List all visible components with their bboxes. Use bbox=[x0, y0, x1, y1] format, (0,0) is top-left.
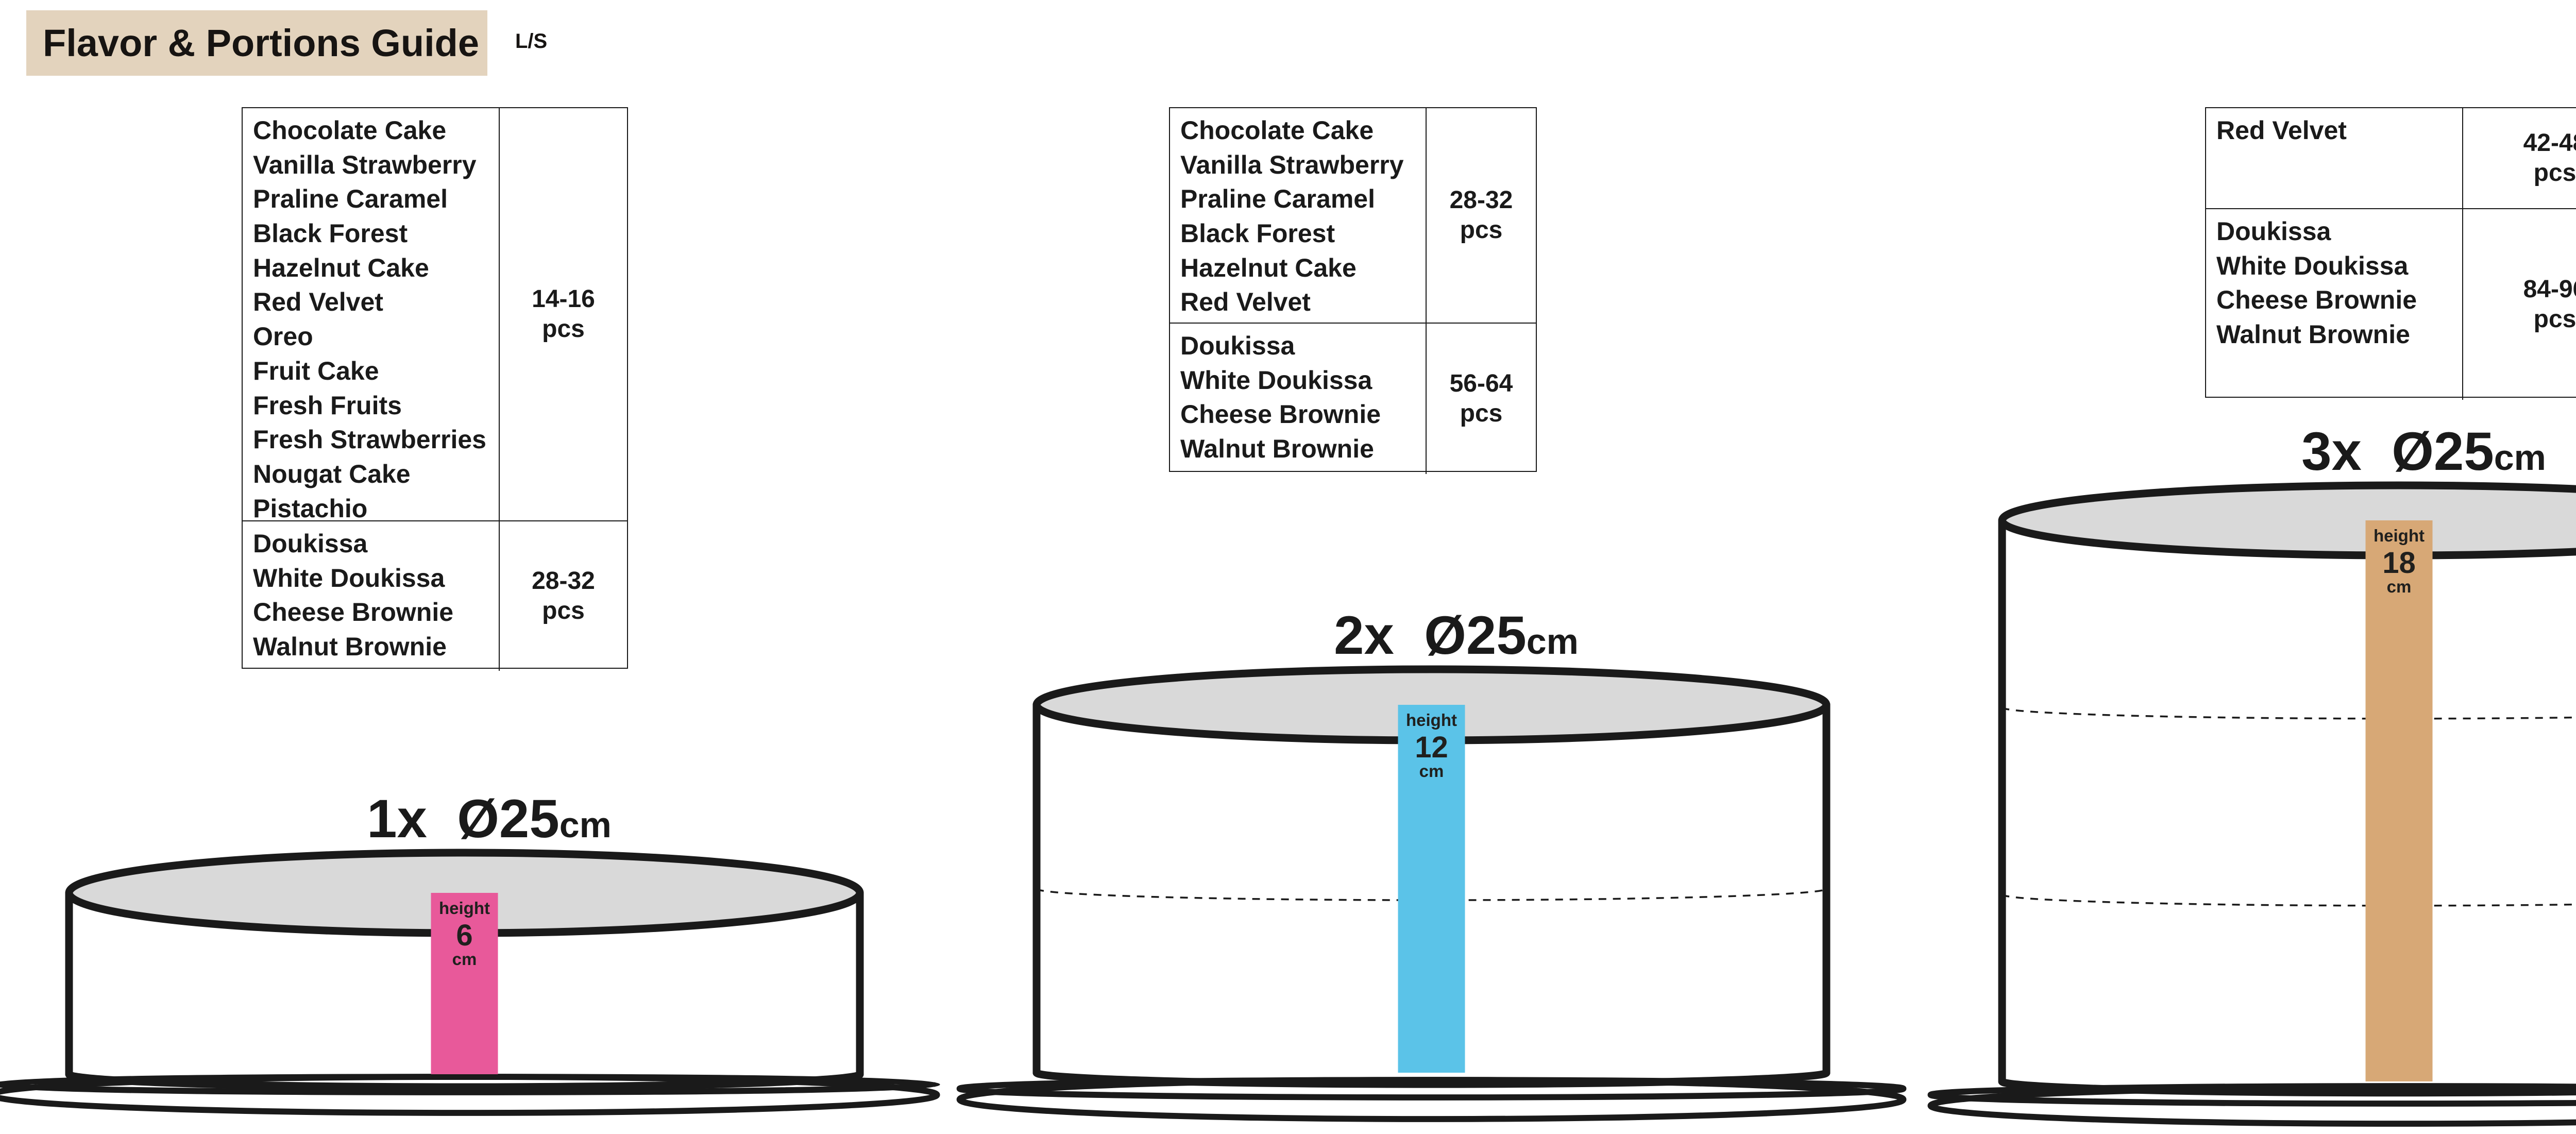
svg-text:height: height bbox=[1406, 710, 1457, 730]
svg-text:3x Ø25cm: 3x Ø25cm bbox=[2301, 421, 2546, 482]
svg-text:6: 6 bbox=[456, 919, 472, 952]
svg-text:height: height bbox=[2374, 526, 2425, 545]
svg-text:1x Ø25cm: 1x Ø25cm bbox=[367, 789, 612, 849]
svg-text:cm: cm bbox=[452, 950, 477, 969]
svg-text:2x Ø25cm: 2x Ø25cm bbox=[1334, 605, 1579, 666]
svg-text:12: 12 bbox=[1415, 731, 1448, 764]
svg-text:cm: cm bbox=[1419, 761, 1444, 781]
svg-text:18: 18 bbox=[2382, 546, 2416, 580]
svg-text:cm: cm bbox=[2387, 577, 2412, 596]
svg-text:height: height bbox=[439, 899, 490, 918]
